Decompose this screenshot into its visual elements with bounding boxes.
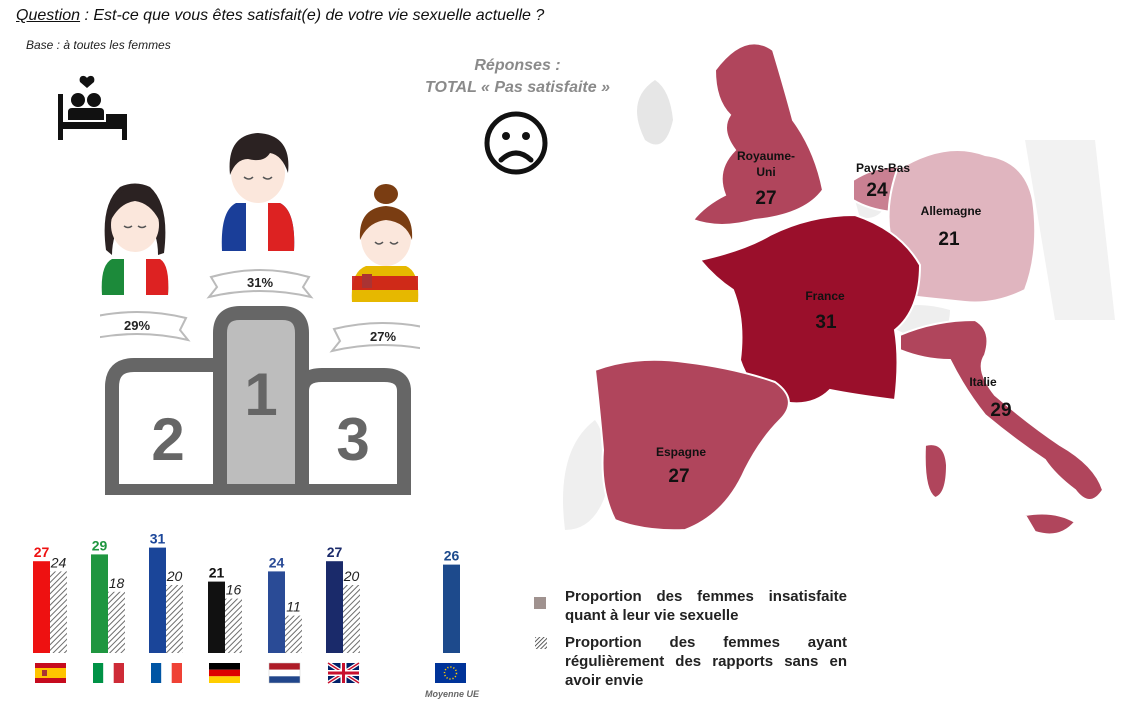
bar-rapports-5 bbox=[343, 585, 360, 653]
bar-label-insatisfaite-2: 31 bbox=[150, 531, 166, 547]
map-label-uk-1: Royaume- bbox=[737, 149, 795, 163]
podium-rank-1: 1 bbox=[244, 361, 277, 428]
map-label-uk-2: Uni bbox=[756, 165, 775, 179]
bar-label-rapports-2: 20 bbox=[166, 568, 183, 584]
figure-spain bbox=[351, 184, 419, 302]
map-label-fr: France bbox=[805, 289, 845, 303]
map-value-fr: 31 bbox=[815, 312, 837, 333]
bar-insatisfaite-4 bbox=[268, 571, 285, 653]
map-value-it: 29 bbox=[990, 400, 1011, 421]
bar-rapports-2 bbox=[166, 585, 183, 653]
bar-rapports-1 bbox=[108, 591, 125, 653]
question-text: Question : Est-ce que vous êtes satisfai… bbox=[16, 7, 544, 25]
land-east bbox=[1025, 140, 1115, 320]
question-body: : Est-ce que vous êtes satisfait(e) de v… bbox=[80, 7, 545, 24]
bar-label-rapports-5: 20 bbox=[343, 568, 360, 584]
bar-label-rapports-0: 24 bbox=[50, 554, 67, 570]
figure-france bbox=[221, 133, 295, 251]
map-value-es: 27 bbox=[668, 466, 689, 487]
bar-insatisfaite-0 bbox=[33, 561, 50, 653]
bar-insatisfaite-5 bbox=[326, 561, 343, 653]
bar-insatisfaite-3 bbox=[208, 581, 225, 653]
legend-hatch-swatch bbox=[535, 637, 547, 649]
land-ireland bbox=[637, 80, 673, 145]
bed-couple-icon bbox=[58, 75, 127, 140]
country-france bbox=[698, 213, 922, 405]
legend-solid-swatch bbox=[534, 597, 546, 609]
legend-item-1: Proportion des femmes insatisfaite quant… bbox=[565, 588, 847, 624]
question-label: Question bbox=[16, 7, 81, 24]
bar-insatisfaite-1 bbox=[91, 554, 108, 653]
podium-rank-2: 2 bbox=[151, 406, 184, 473]
flag-es bbox=[35, 663, 66, 683]
responses-title: Réponses : TOTAL « Pas satisfaite » bbox=[400, 55, 635, 99]
flag-it bbox=[93, 663, 124, 683]
sad-face-icon bbox=[484, 111, 548, 175]
podium-step-1 bbox=[213, 306, 309, 495]
bar-rapports-4 bbox=[285, 615, 302, 653]
bar-label-insatisfaite-6: 26 bbox=[444, 548, 460, 564]
map-label-nl: Pays-Bas bbox=[856, 161, 910, 175]
responses-line1: Réponses : bbox=[474, 57, 561, 74]
flag-de bbox=[209, 663, 240, 683]
bar-insatisfaite-6 bbox=[443, 564, 460, 653]
ribbon-third: 27% bbox=[329, 322, 420, 353]
map-value-de: 21 bbox=[938, 229, 960, 250]
base-text: Base : à toutes les femmes bbox=[26, 38, 171, 52]
flag-fr bbox=[151, 663, 182, 683]
map-value-nl: 24 bbox=[866, 180, 888, 201]
map-label-it: Italie bbox=[969, 375, 997, 389]
bar-rapports-3 bbox=[225, 598, 242, 653]
land-portugal bbox=[563, 420, 608, 530]
figure-italy bbox=[101, 183, 169, 295]
podium-first-label: 31% bbox=[247, 275, 273, 290]
country-italy bbox=[899, 318, 1105, 536]
ribbon-first: 31% bbox=[206, 269, 314, 299]
bar-label-insatisfaite-5: 27 bbox=[327, 544, 343, 560]
legend-item-2: Proportion des femmes ayant régulièremen… bbox=[565, 634, 847, 689]
bar-label-rapports-3: 16 bbox=[226, 582, 242, 598]
country-uk bbox=[691, 42, 825, 226]
ribbon-second: 29% bbox=[100, 311, 191, 342]
bar-rapports-0 bbox=[50, 571, 67, 653]
podium-step-3 bbox=[295, 368, 411, 495]
bar-label-insatisfaite-0: 27 bbox=[34, 544, 50, 560]
bar-label-insatisfaite-1: 29 bbox=[92, 537, 108, 553]
flag-uk bbox=[326, 661, 361, 685]
bar-label-rapports-1: 18 bbox=[109, 575, 125, 591]
country-spain bbox=[593, 358, 790, 532]
podium-second-label: 29% bbox=[124, 318, 150, 333]
bar-label-insatisfaite-3: 21 bbox=[209, 565, 225, 581]
average-label: Moyenne UE bbox=[425, 689, 480, 699]
map-value-uk: 27 bbox=[755, 188, 776, 209]
europe-map: Royaume- Uni 27 Pays-Bas 24 Allemagne 21… bbox=[563, 42, 1115, 536]
flag-eu bbox=[435, 663, 466, 683]
podium-step-2 bbox=[105, 358, 227, 495]
bar-label-rapports-4: 11 bbox=[286, 599, 301, 615]
podium-rank-3: 3 bbox=[336, 406, 369, 473]
bar-insatisfaite-2 bbox=[149, 547, 166, 653]
bar-label-insatisfaite-4: 24 bbox=[269, 554, 285, 570]
podium-third-label: 27% bbox=[370, 329, 396, 344]
responses-line2: TOTAL « Pas satisfaite » bbox=[425, 79, 610, 96]
map-label-es: Espagne bbox=[656, 445, 706, 459]
map-label-de: Allemagne bbox=[921, 204, 982, 218]
podium: 31% 29% 27% 2 1 3 bbox=[100, 133, 420, 495]
flag-nl bbox=[268, 662, 301, 684]
